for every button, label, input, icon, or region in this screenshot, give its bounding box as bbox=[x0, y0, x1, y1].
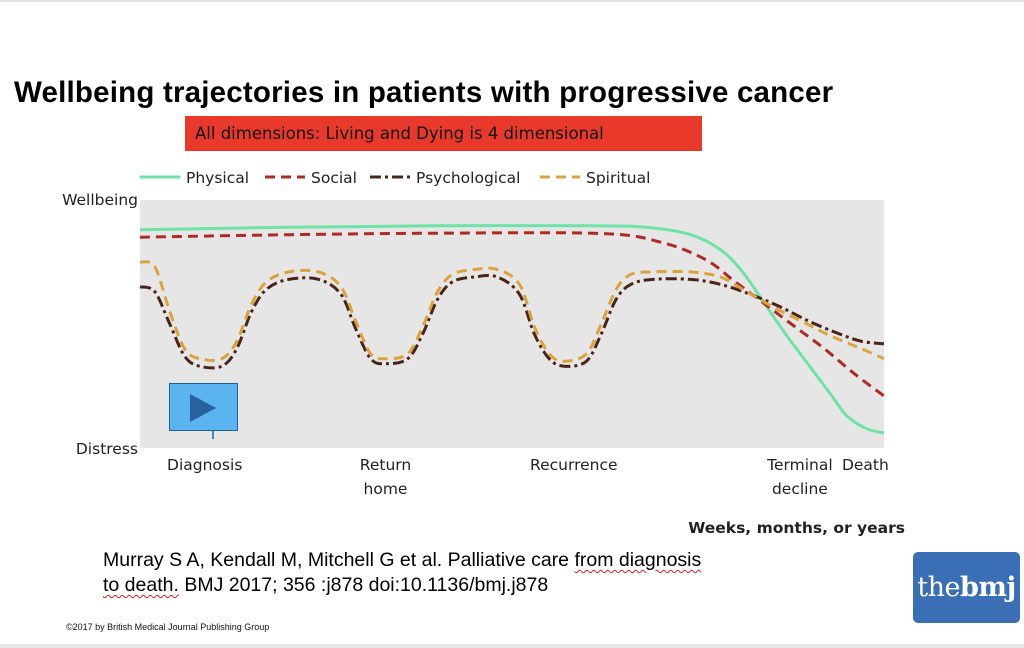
x-tick-label: Return home bbox=[360, 456, 411, 498]
series-line-psychological bbox=[139, 273, 885, 370]
series-lines bbox=[139, 224, 885, 435]
legend-label-psychological: Psychological bbox=[416, 169, 520, 187]
play-video-button[interactable] bbox=[169, 383, 238, 439]
logo-bmj: bmj bbox=[960, 572, 1016, 603]
citation: Murray S A, Kendall M, Mitchell G et al.… bbox=[103, 548, 863, 598]
play-icon bbox=[190, 394, 216, 422]
legend: Physical Social Psychological Spiritual bbox=[140, 169, 650, 187]
y-label-wellbeing: Wellbeing bbox=[62, 191, 138, 209]
copyright-notice: ©2017 by British Medical Journal Publish… bbox=[66, 622, 270, 632]
logo-the: the bbox=[917, 572, 960, 603]
x-tick-label: Diagnosis bbox=[167, 456, 242, 474]
x-tick-label: Recurrence bbox=[530, 456, 618, 474]
citation-text: BMJ 2017; 356 :j878 doi:10.1136/bmj.j878 bbox=[178, 574, 549, 596]
slide-title: Wellbeing trajectories in patients with … bbox=[14, 76, 834, 109]
dimensions-banner: All dimensions: Living and Dying is 4 di… bbox=[185, 116, 702, 151]
x-tick-label: Death bbox=[842, 456, 889, 474]
series-line-social bbox=[139, 231, 885, 398]
plot-area bbox=[140, 200, 884, 448]
y-label-distress: Distress bbox=[76, 440, 138, 458]
legend-label-spiritual: Spiritual bbox=[586, 169, 650, 187]
series-line-physical bbox=[139, 224, 885, 435]
legend-label-social: Social bbox=[311, 169, 357, 187]
citation-underlined-text: to death. bbox=[103, 574, 179, 596]
x-tick-labels: Diagnosis Return home Recurrence Terminal dec… bbox=[167, 456, 889, 498]
top-divider bbox=[0, 0, 1024, 2]
citation-underlined-text: from diagnosis bbox=[574, 549, 702, 571]
series-line-spiritual bbox=[139, 260, 885, 363]
x-axis-label: Weeks, months, or years bbox=[688, 519, 905, 537]
bmj-logo: thebmj bbox=[913, 552, 1020, 623]
citation-text: Murray S A, Kendall M, Mitchell G et al.… bbox=[103, 549, 575, 571]
legend-label-physical: Physical bbox=[186, 169, 249, 187]
play-button-pointer bbox=[212, 431, 214, 439]
bottom-divider bbox=[0, 644, 1024, 648]
x-tick-label: Terminal decline bbox=[766, 456, 833, 498]
